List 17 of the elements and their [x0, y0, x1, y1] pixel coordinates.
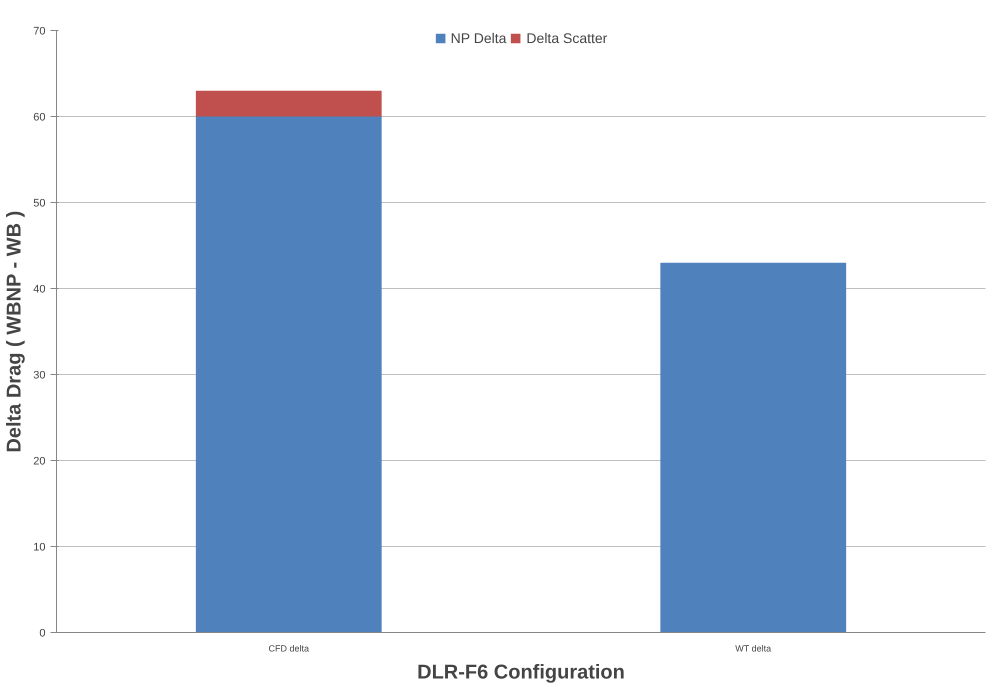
y-tick-label: 60 [33, 112, 46, 124]
legend-label: NP Delta [450, 30, 506, 46]
y-axis-title: Delta Drag ( WBNP - WB ) [3, 210, 26, 453]
x-tick-label: CFD delta [268, 644, 310, 654]
x-axis-title: DLR-F6 Configuration [417, 662, 625, 684]
y-tick-label: 70 [33, 26, 46, 38]
bar [196, 90, 382, 116]
y-tick-label: 0 [39, 628, 46, 640]
y-tick-label: 20 [33, 456, 46, 468]
legend-label: Delta Scatter [526, 30, 608, 46]
y-tick-label: 50 [33, 198, 46, 210]
bar [196, 116, 382, 632]
x-tick-label: WT delta [735, 644, 772, 654]
bar [660, 262, 846, 632]
y-tick-label: 10 [33, 542, 46, 554]
y-tick-label: 30 [33, 370, 46, 382]
y-tick-label: 40 [33, 284, 46, 296]
